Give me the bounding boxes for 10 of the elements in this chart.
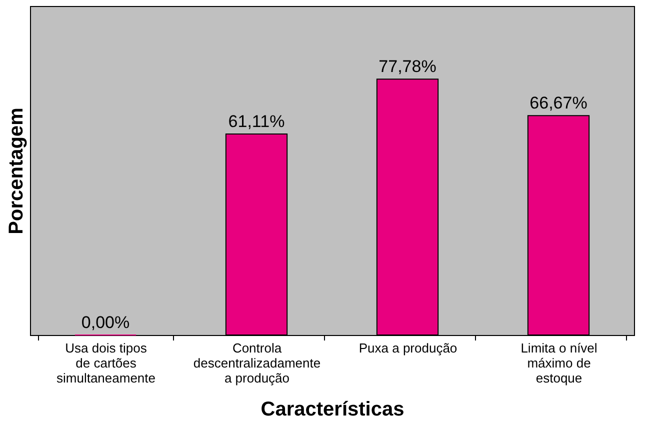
data-label: 0,00% [81, 313, 130, 332]
x-tick-label: Limita o nível máximo de estoque [520, 340, 598, 386]
data-label: 61,11% [228, 112, 285, 131]
y-axis-title: Porcentagem [6, 108, 28, 234]
x-tick-label: Usa dois tipos de cartões simultaneamente [56, 340, 156, 386]
x-axis-title: Características [260, 398, 404, 420]
x-tick-label: Controla descentralizadamente a produção [193, 340, 321, 386]
data-label: 66,67% [530, 94, 588, 113]
data-label: 77,78% [378, 57, 436, 76]
x-tick-label: Puxa a produção [358, 340, 458, 356]
